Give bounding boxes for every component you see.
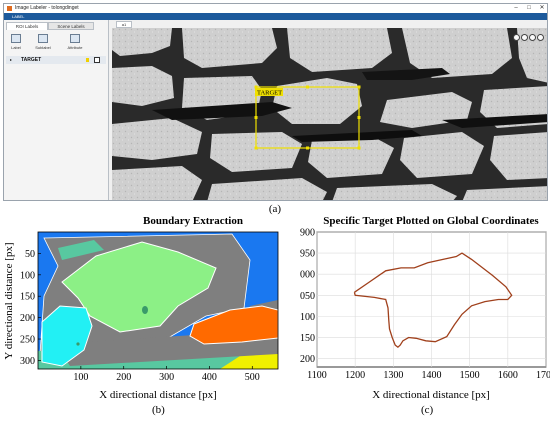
label-tool-label: Label [11,45,21,50]
label-tool-button[interactable]: Label [5,34,27,52]
y-tick-label: 1050 [300,291,315,302]
label-list-item-target[interactable]: ▸ TARGET [6,56,106,64]
x-tick-label: 100 [73,372,88,383]
y-tick-label: 150 [20,292,35,303]
minimize-button[interactable]: – [514,5,518,11]
close-button[interactable]: ✕ [539,5,545,11]
boundary-chart-title: Boundary Extraction [143,215,243,227]
target-x-axis-label: X directional distance [px] [372,389,490,401]
zoom-toolbar [513,34,544,41]
x-tick-label: 1400 [422,370,442,381]
y-tick-label: 200 [20,313,35,324]
zoom-out-icon[interactable] [529,34,536,41]
fit-icon[interactable] [537,34,544,41]
maximize-button[interactable]: □ [527,5,531,11]
tab-scene-labels[interactable]: Scene Labels [48,22,94,30]
tab-image-a1[interactable]: a1 [116,21,132,28]
image-labeler-window: Image Labeler - tolongdinget – □ ✕ LABEL… [3,3,548,201]
ribbon: LABEL [4,13,547,20]
y-tick-label: 300 [20,356,35,367]
caption-b: (b) [152,404,165,416]
y-tick-label: 1150 [300,333,315,344]
roi-labels-panel: ROI Labels Scene Labels Label Sublabel A… [4,20,109,200]
zoom-in-icon[interactable] [521,34,528,41]
chevron-right-icon[interactable]: ▸ [10,57,13,62]
micrograph-image: TARGET [112,28,547,200]
roi-label-tag: TARGET [257,90,282,97]
caption-a: (a) [268,203,282,215]
attribute-icon [70,34,80,43]
y-tick-label: 100 [20,270,35,281]
target-coordinates-chart: 1100 1200 1300 1400 1500 1600 1700 900 950 1000 10… [300,228,550,402]
boundary-extraction-chart: 100 200 300 400 500 50 100 150 200 250 300 X direc… [3,231,279,401]
target-chart-title: Specific Target Plotted on Global Coordi… [323,215,539,227]
x-tick-label: 200 [116,372,131,383]
x-tick-label: 1700 [536,370,550,381]
x-tick-label: 400 [202,372,217,383]
x-tick-label: 1500 [460,370,480,381]
ribbon-tab-label[interactable]: LABEL [12,14,25,19]
y-tick-label: 1000 [300,270,315,281]
x-tick-label: 300 [159,372,174,383]
sublabel-icon [38,34,48,43]
y-tick-label: 50 [25,249,35,260]
y-tick-label: 250 [20,335,35,346]
sublabel-tool-button[interactable]: Sublabel [32,34,54,52]
window-title: Image Labeler - tolongdinget [15,5,79,11]
tab-roi-labels[interactable]: ROI Labels [6,22,48,30]
image-viewer[interactable]: TARGET [112,28,547,200]
attribute-tool-label: Attribute [67,45,83,50]
x-tick-label: 1300 [383,370,403,381]
x-tick-label: 1600 [498,370,518,381]
app-icon [7,6,12,11]
x-tick-label: 1200 [345,370,365,381]
y-tick-label: 900 [300,228,315,239]
sublabel-tool-label: Sublabel [35,45,51,50]
hand-tool-icon[interactable] [513,34,520,41]
label-visibility-checkbox[interactable] [94,57,100,63]
caption-c: (c) [421,404,434,416]
label-color-swatch [86,58,89,62]
label-icon [11,34,21,43]
y-tick-label: 1200 [300,354,315,365]
boundary-x-axis-label: X directional distance [px] [99,389,217,401]
x-tick-label: 1100 [307,370,327,381]
x-tick-label: 500 [245,372,260,383]
attribute-tool-button[interactable]: Attribute [64,34,86,52]
y-tick-label: 1100 [300,312,315,323]
y-tick-label: 950 [300,249,315,260]
boundary-y-axis-label: Y directional distance [px] [3,242,15,359]
title-bar: Image Labeler - tolongdinget – □ ✕ [4,4,547,13]
label-name: TARGET [21,57,42,63]
target-boundary-line [353,252,513,349]
